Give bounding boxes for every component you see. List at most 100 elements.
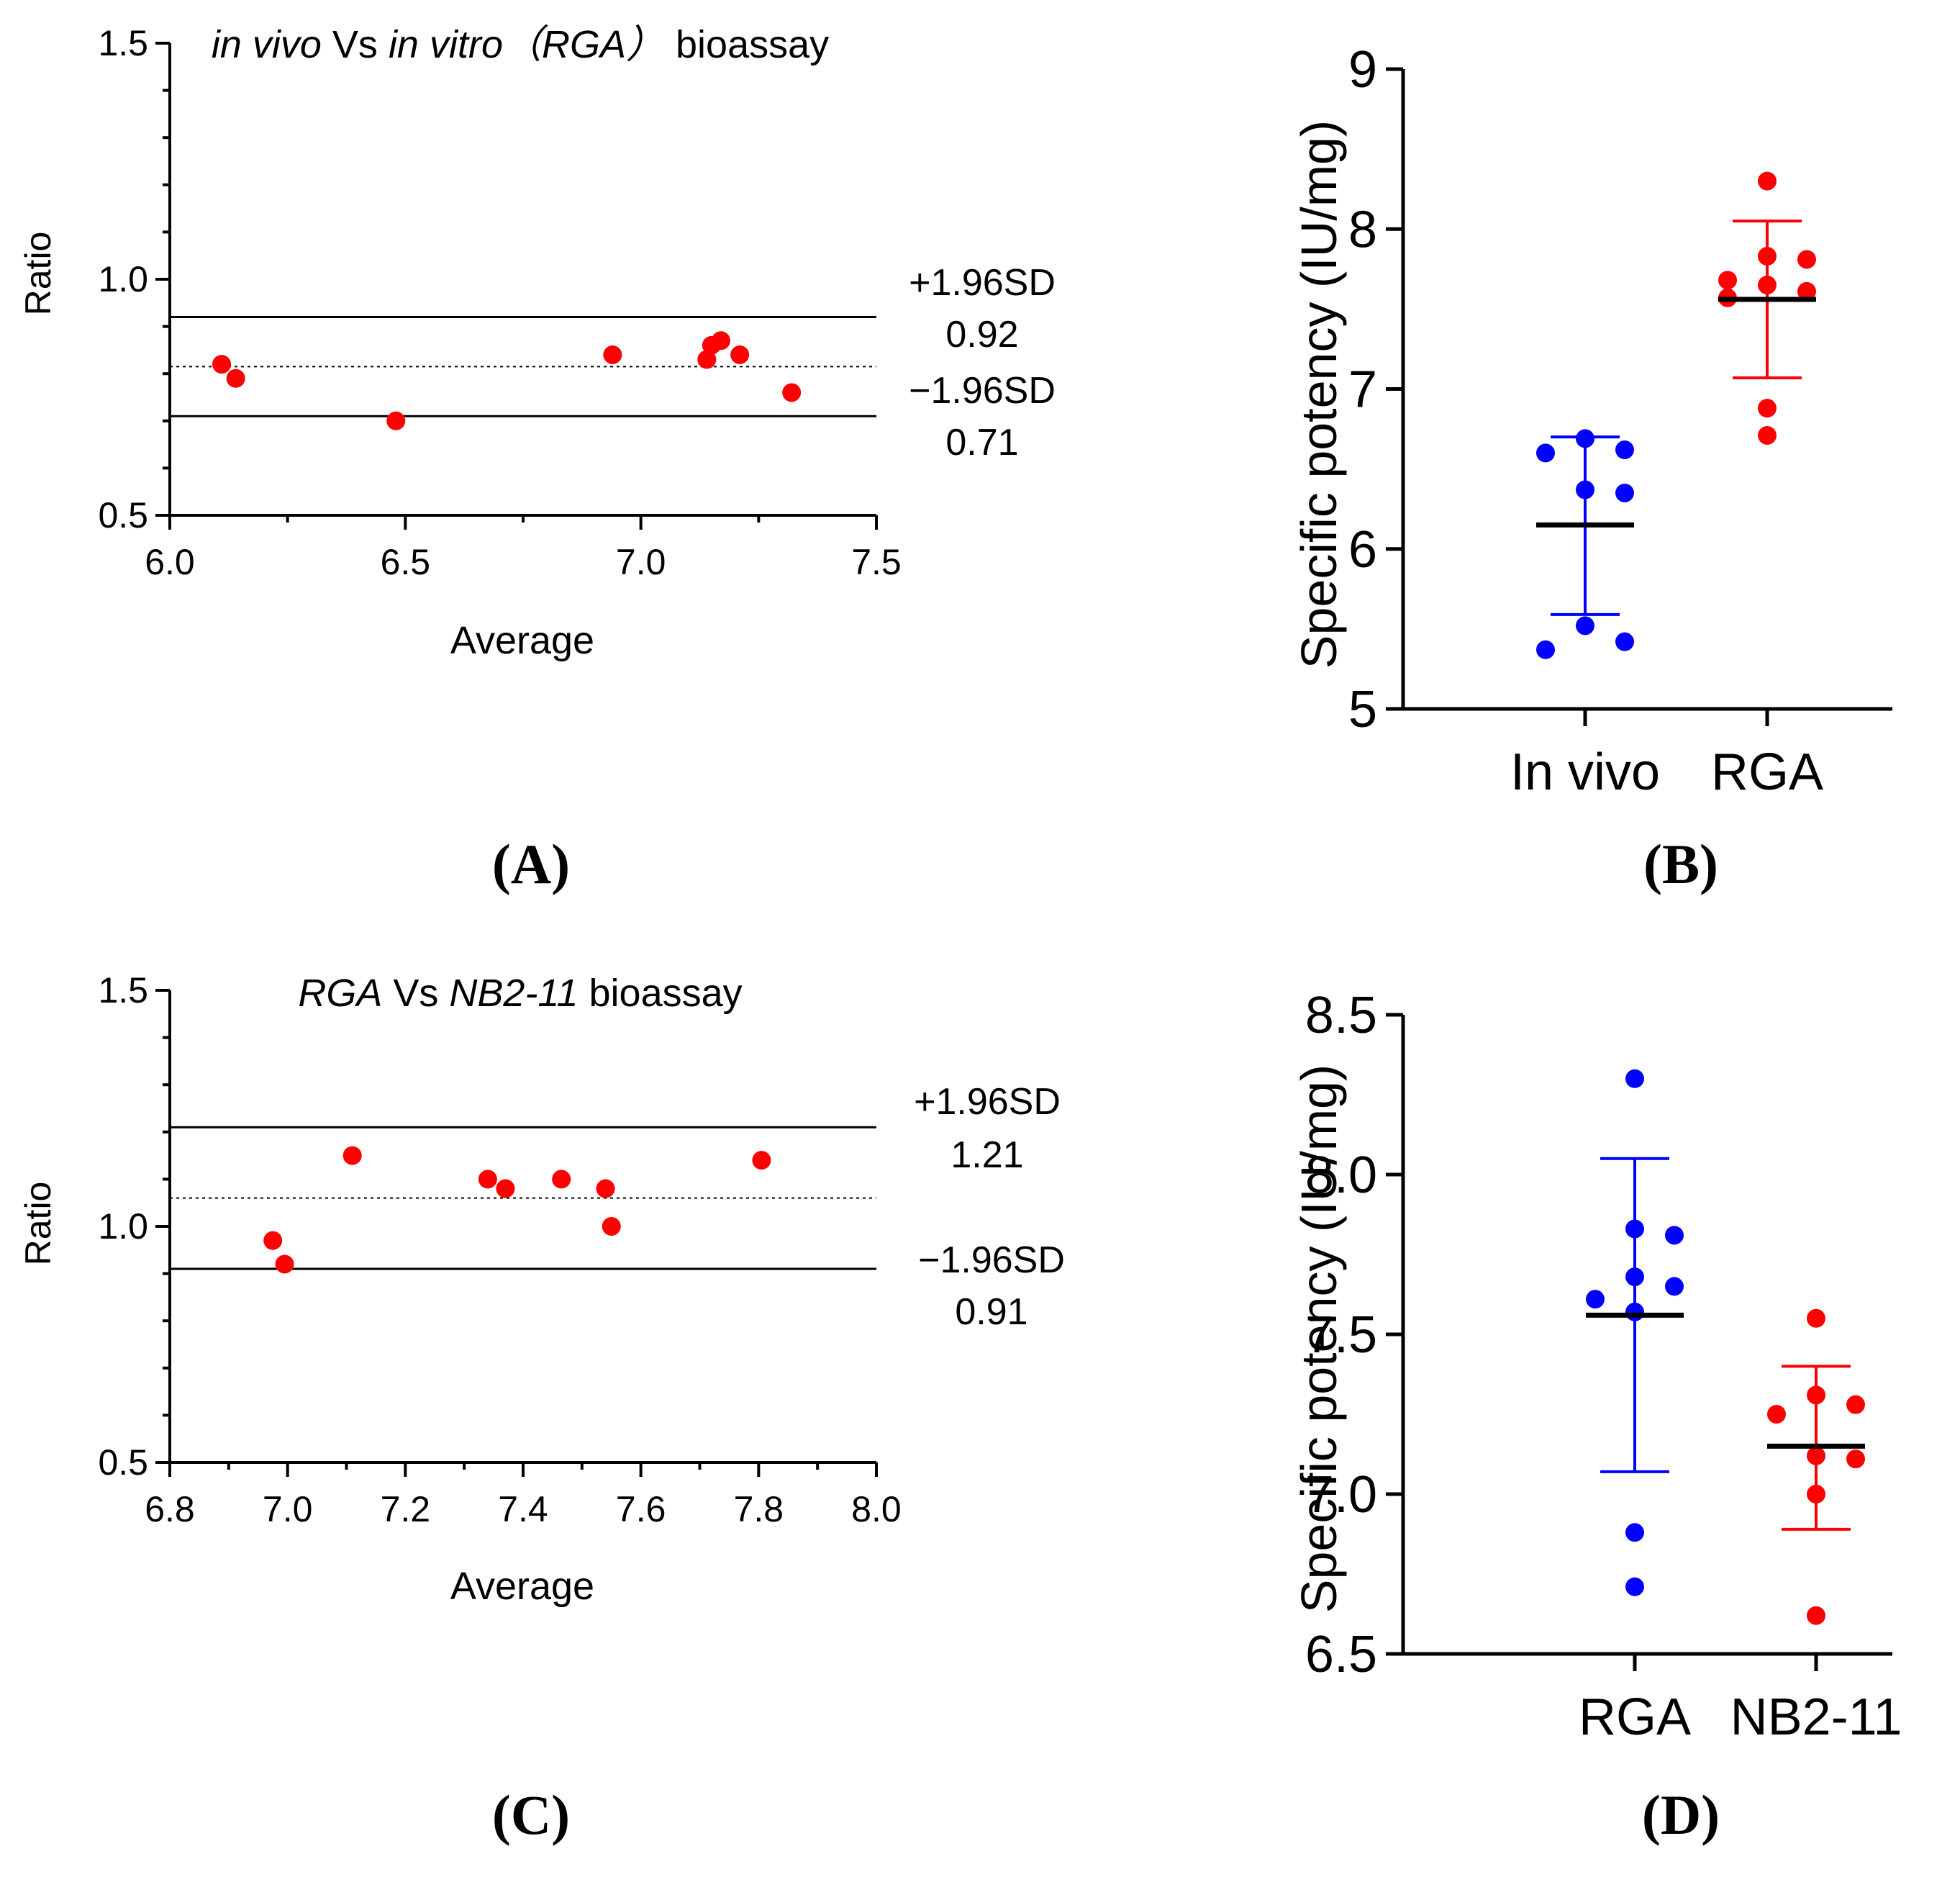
panel-a-label: (A) — [492, 833, 570, 895]
data-point — [386, 411, 406, 430]
data-point — [496, 1179, 515, 1198]
x-category-label: RGA — [1579, 1688, 1691, 1746]
data-point — [1625, 1577, 1644, 1596]
y-tick-label: 8.0 — [1305, 1146, 1377, 1204]
panel-c-upper-label: +1.96SD — [914, 1081, 1061, 1123]
data-point — [603, 345, 622, 364]
data-point — [1767, 1405, 1786, 1424]
data-point — [342, 1146, 362, 1165]
x-tick-label: 7.5 — [851, 542, 902, 582]
data-point — [1807, 1308, 1825, 1328]
data-point — [226, 368, 245, 388]
data-point — [478, 1170, 497, 1189]
data-point — [1625, 1302, 1644, 1321]
data-point — [1625, 1219, 1644, 1239]
data-point — [730, 345, 750, 364]
panel-c-lower-label: −1.96SD — [918, 1239, 1065, 1281]
data-point — [1807, 1385, 1825, 1405]
data-point — [1586, 1290, 1605, 1309]
title-part: in vivo — [212, 23, 322, 66]
x-tick-label: 7.0 — [616, 542, 666, 582]
y-tick-label: 1.5 — [98, 970, 148, 1010]
title-part: bioassay — [579, 972, 743, 1015]
panel-d-label: (D) — [1642, 1783, 1720, 1846]
data-point — [212, 355, 232, 374]
data-point — [1625, 1069, 1644, 1088]
title-part: （RGA） — [503, 23, 665, 66]
data-point — [1665, 1226, 1684, 1245]
x-tick-label: 6.0 — [145, 542, 195, 582]
panel-c-title: RGA Vs NB2-11 bioassay — [298, 972, 742, 1015]
data-point — [1615, 483, 1634, 502]
data-point — [1797, 281, 1816, 301]
x-tick-label: 7.0 — [263, 1489, 313, 1529]
title-part: Vs — [322, 23, 389, 66]
panel-b-ylabel: Specific potency (IU/mg) — [1291, 120, 1347, 669]
x-tick-label: 7.2 — [381, 1489, 431, 1529]
title-part: RGA — [298, 972, 382, 1015]
panel-a: in vivo Vs in vitro（RGA） bioassay Ratio … — [18, 23, 1056, 895]
data-point — [1807, 1446, 1825, 1465]
x-category-label: NB2-11 — [1730, 1688, 1902, 1746]
data-point — [1665, 1277, 1684, 1296]
data-point — [275, 1254, 294, 1274]
data-point — [1576, 616, 1594, 636]
panel-a-lower-label: −1.96SD — [909, 370, 1056, 412]
y-tick-label: 6.5 — [1305, 1626, 1377, 1683]
panel-a-lower-value: 0.71 — [945, 422, 1018, 463]
panel-a-ylabel: Ratio — [18, 232, 58, 316]
data-point — [1807, 1606, 1825, 1625]
y-tick-label: 7.5 — [1305, 1306, 1377, 1364]
data-point — [596, 1179, 615, 1198]
y-tick-label: 8.5 — [1305, 987, 1377, 1044]
y-tick-label: 5 — [1348, 681, 1377, 738]
data-point — [1576, 480, 1594, 499]
y-tick-label: 7 — [1348, 361, 1377, 419]
y-tick-label: 0.5 — [98, 1442, 148, 1483]
data-point — [1615, 440, 1634, 459]
data-point — [1536, 640, 1555, 659]
panel-c-xlabel: Average — [450, 1565, 594, 1608]
y-tick-label: 9 — [1348, 41, 1377, 99]
panel-b: Specific potency (IU/mg) 5 6 7 8 9 In vivo RG… — [1291, 41, 1892, 895]
panel-c-lower-value: 0.91 — [955, 1291, 1027, 1333]
panel-c-upper-value: 1.21 — [950, 1134, 1023, 1176]
data-point — [711, 331, 730, 350]
title-part: in vitro — [389, 23, 503, 66]
x-tick-label: 6.5 — [381, 542, 431, 582]
panel-b-label: (B) — [1643, 833, 1718, 895]
x-tick-label: 8.0 — [851, 1489, 902, 1529]
data-point — [697, 350, 717, 369]
panel-a-upper-value: 0.92 — [945, 314, 1018, 356]
data-point — [1846, 1449, 1865, 1469]
panel-d-ylabel: Specific potency (IU/mg) — [1291, 1064, 1347, 1613]
x-tick-label: 7.4 — [498, 1489, 548, 1529]
data-point — [1718, 271, 1737, 290]
y-tick-label: 1.0 — [98, 1206, 148, 1247]
data-point — [752, 1151, 771, 1170]
y-tick-label: 1.5 — [98, 23, 148, 63]
data-point — [1846, 1395, 1865, 1414]
panel-a-title: in vivo Vs in vitro（RGA） bioassay — [212, 23, 829, 66]
data-point — [602, 1217, 621, 1236]
x-tick-label: 6.8 — [145, 1489, 195, 1529]
data-point — [1625, 1523, 1644, 1542]
title-part: NB2-11 — [449, 972, 578, 1015]
data-point — [1807, 1485, 1825, 1503]
y-tick-label: 7.0 — [1305, 1466, 1377, 1524]
data-point — [782, 383, 802, 402]
x-tick-label: 7.8 — [734, 1489, 784, 1529]
data-point — [1576, 429, 1594, 448]
panel-a-upper-label: +1.96SD — [909, 262, 1056, 304]
data-point — [1758, 425, 1777, 445]
panel-a-xlabel: Average — [450, 619, 594, 662]
panel-c-label: (C) — [492, 1783, 570, 1846]
data-point — [1758, 399, 1777, 418]
x-category-label: In vivo — [1510, 743, 1660, 801]
y-tick-label: 8 — [1348, 201, 1377, 258]
y-tick-label: 0.5 — [98, 495, 148, 535]
data-point — [1615, 632, 1634, 651]
title-part: bioassay — [665, 23, 829, 66]
y-tick-label: 1.0 — [98, 259, 148, 299]
